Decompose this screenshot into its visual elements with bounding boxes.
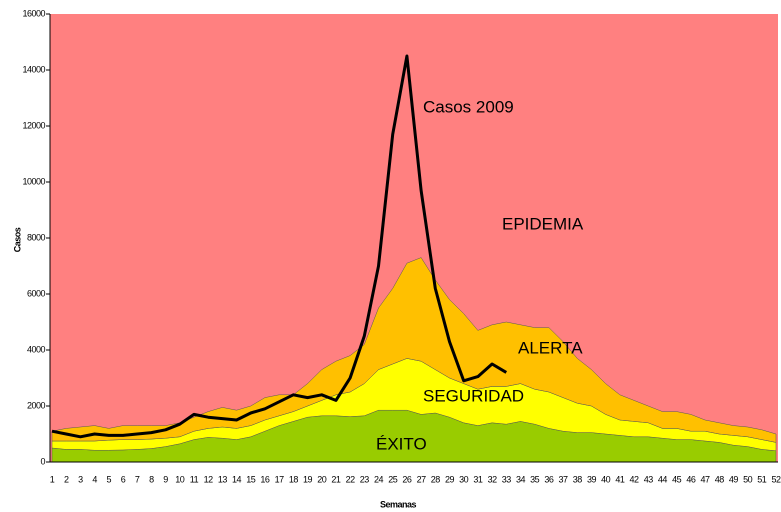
zone-label: EPIDEMIA: [502, 214, 584, 233]
y-tick-label: 6000: [27, 288, 46, 298]
x-tick-label: 20: [317, 474, 327, 484]
x-tick-label: 38: [573, 474, 583, 484]
x-tick-label: 17: [275, 474, 285, 484]
x-tick-label: 18: [289, 474, 299, 484]
x-tick-label: 10: [175, 474, 185, 484]
x-tick-label: 34: [516, 474, 526, 484]
x-tick-label: 27: [417, 474, 427, 484]
y-tick-label: 10000: [22, 176, 45, 186]
x-tick-label: 33: [502, 474, 512, 484]
x-tick-label: 13: [218, 474, 228, 484]
x-tick-label: 14: [232, 474, 242, 484]
x-tick-label: 39: [587, 474, 597, 484]
x-tick-label: 32: [488, 474, 498, 484]
line: [51, 54, 508, 439]
x-tick-label: 49: [729, 474, 739, 484]
x-tick-label: 26: [402, 474, 412, 484]
series-label: ÉXITO: [376, 434, 427, 453]
x-tick-label: 31: [473, 474, 483, 484]
area: [51, 257, 777, 443]
x-tick-label: 21: [331, 474, 341, 484]
x-tick-label: 42: [630, 474, 640, 484]
x-tick-label: 19: [303, 474, 313, 484]
x-tick-label: 16: [260, 474, 270, 484]
x-tick-label: 5: [107, 474, 112, 484]
x-tick-label: 1: [50, 474, 55, 484]
x-tick-label: 35: [530, 474, 540, 484]
x-tick-label: 48: [715, 474, 725, 484]
x-tick-label: 3: [78, 474, 83, 484]
x-tick-label: 41: [615, 474, 625, 484]
x-tick-label: 25: [388, 474, 398, 484]
x-tick-label: 22: [346, 474, 356, 484]
x-tick-label: 15: [246, 474, 256, 484]
y-axis-label: Casos: [12, 227, 22, 252]
series-label: ALERTA: [518, 338, 583, 357]
x-tick-label: 40: [601, 474, 611, 484]
x-tick-label: 36: [544, 474, 554, 484]
x-tick-label: 4: [92, 474, 97, 484]
x-tick-label: 23: [360, 474, 370, 484]
x-tick-label: 52: [771, 474, 781, 484]
x-tick-label: 24: [374, 474, 384, 484]
x-tick-label: 11: [190, 474, 199, 484]
y-tick-label: 2000: [27, 400, 46, 410]
x-tick-label: 12: [204, 474, 214, 484]
series-label: Casos 2009: [423, 97, 514, 116]
y-tick-label: 14000: [22, 64, 45, 74]
y-tick-label: 4000: [27, 344, 46, 354]
x-tick-label: 6: [121, 474, 126, 484]
x-tick-label: 47: [701, 474, 711, 484]
x-tick-label: 43: [644, 474, 654, 484]
y-tick-label: 16000: [22, 8, 45, 18]
y-tick-label: 12000: [22, 120, 45, 130]
series-label: SEGURIDAD: [423, 386, 524, 405]
x-axis-label: Semanas: [380, 499, 417, 509]
y-tick-label: 8000: [27, 232, 46, 242]
x-tick-label: 45: [672, 474, 682, 484]
x-tick-label: 7: [135, 474, 140, 484]
x-tick-label: 2: [64, 474, 69, 484]
x-tick-label: 9: [163, 474, 168, 484]
x-tick-label: 29: [445, 474, 455, 484]
x-tick-label: 46: [686, 474, 696, 484]
y-tick-label: 0: [40, 456, 45, 466]
x-tick-label: 28: [431, 474, 441, 484]
x-tick-label: 8: [149, 474, 154, 484]
x-tick-label: 50: [743, 474, 753, 484]
x-tick-label: 37: [559, 474, 569, 484]
x-tick-label: 51: [757, 474, 767, 484]
x-tick-label: 44: [658, 474, 668, 484]
x-tick-label: 30: [459, 474, 469, 484]
